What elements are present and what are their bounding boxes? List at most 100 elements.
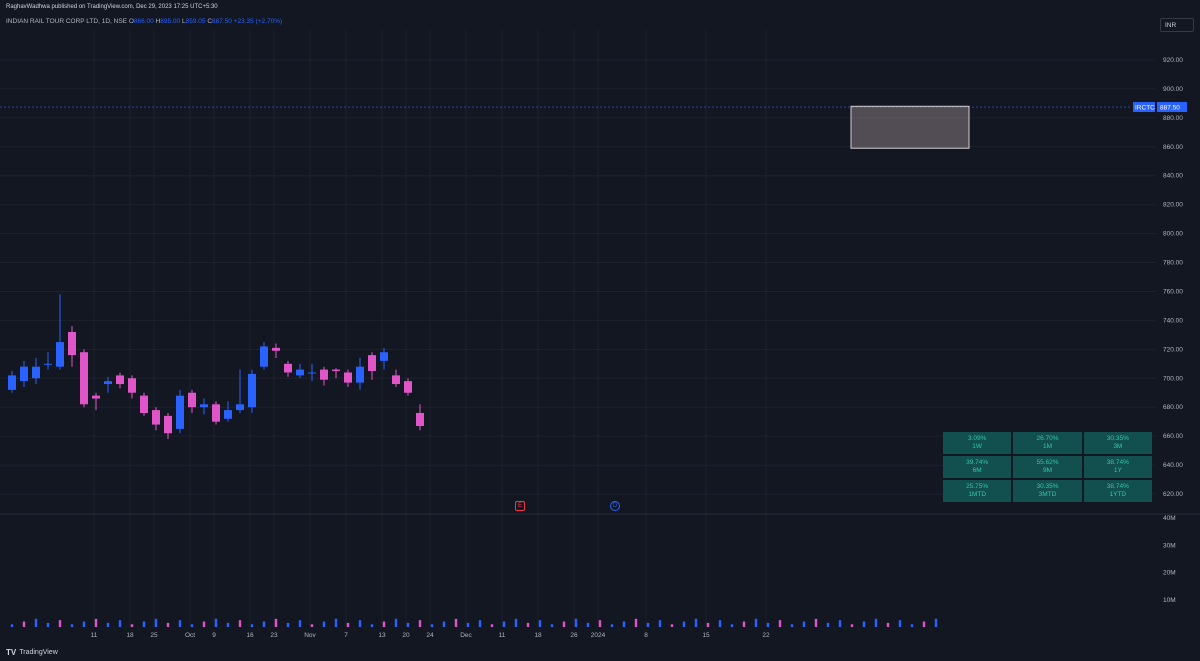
- volume-bar: [262, 621, 266, 627]
- earnings-badge[interactable]: E: [515, 501, 525, 511]
- volume-bar: [34, 618, 38, 627]
- volume-bar: [214, 618, 218, 627]
- candle-body: [116, 375, 124, 385]
- price-tick-label: 640.00: [1163, 462, 1183, 469]
- volume-bar: [814, 618, 818, 627]
- volume-bar: [730, 624, 734, 627]
- volume-bar: [742, 621, 746, 627]
- candle-body: [104, 381, 112, 385]
- candle-body: [296, 369, 304, 376]
- volume-bar: [898, 620, 902, 627]
- volume-bar: [226, 622, 230, 627]
- time-tick-label: 11: [499, 632, 506, 639]
- volume-bar: [70, 624, 74, 627]
- volume-bar: [826, 622, 830, 627]
- perf-period: 3M: [1113, 443, 1123, 450]
- price-tick-label: 620.00: [1163, 491, 1183, 498]
- volume-bar: [346, 622, 350, 627]
- time-tick-label: 16: [246, 632, 254, 639]
- ticker-label: IRCTC: [1135, 105, 1155, 112]
- price-tick-label: 920.00: [1163, 57, 1183, 64]
- symbol-ohlc-line: INDIAN RAIL TOUR CORP LTD, 1D, NSE O866.…: [6, 18, 282, 25]
- time-tick-label: 9: [212, 632, 216, 639]
- volume-bar: [646, 622, 650, 627]
- candle-body: [404, 381, 412, 393]
- volume-bar: [46, 622, 50, 627]
- price-tick-label: 660.00: [1163, 433, 1183, 440]
- close-label: C: [207, 18, 213, 25]
- price-tick-label: 800.00: [1163, 231, 1183, 238]
- volume-bar: [886, 622, 890, 627]
- price-tick-label: 720.00: [1163, 346, 1183, 353]
- price-tick-label: 700.00: [1163, 375, 1183, 382]
- perf-cell: 38.74% 1Y: [1083, 456, 1152, 478]
- volume-bar: [562, 621, 566, 627]
- last-price-label: 887.50: [1160, 105, 1180, 112]
- volume-bar: [658, 620, 662, 627]
- volume-bar: [478, 620, 482, 627]
- range-box: [850, 105, 970, 149]
- volume-bar: [910, 624, 914, 627]
- candle-body: [272, 347, 280, 351]
- volume-tick-label: 10M: [1163, 597, 1176, 604]
- perf-cell: 39.74% 6M: [943, 456, 1012, 478]
- volume-bar: [670, 624, 674, 627]
- candle-body: [212, 404, 220, 422]
- volume-bar: [358, 620, 362, 627]
- perf-cell: 3.09% 1W: [943, 432, 1012, 454]
- time-tick-label: 13: [378, 632, 386, 639]
- price-tick-label: 740.00: [1163, 317, 1183, 324]
- volume-bar: [934, 618, 938, 627]
- volume-bar: [202, 621, 206, 627]
- perf-value: 25.75%: [966, 483, 989, 490]
- perf-cell: 25.75% 1MTD: [943, 480, 1012, 502]
- time-tick-label: Dec: [460, 632, 472, 639]
- volume-bar: [514, 618, 518, 627]
- candle-body: [152, 410, 160, 425]
- volume-bar: [238, 620, 242, 627]
- candle-body: [56, 342, 64, 367]
- perf-cell: 55.62% 9M: [1013, 456, 1082, 478]
- perf-cell: 38.74% 1YTD: [1083, 480, 1152, 502]
- footer-brand[interactable]: TV TradingView: [6, 648, 58, 657]
- perf-value: 38.74%: [1106, 483, 1129, 490]
- dividend-badge[interactable]: D: [610, 501, 620, 511]
- volume-bar: [610, 624, 614, 627]
- volume-bar: [166, 622, 170, 627]
- time-tick-label: 20: [402, 632, 410, 639]
- price-tick-label: 860.00: [1163, 144, 1183, 151]
- price-tick-label: 780.00: [1163, 260, 1183, 267]
- time-tick-label: Nov: [304, 632, 316, 639]
- volume-bar: [802, 621, 806, 627]
- candle-body: [8, 375, 16, 390]
- volume-bar: [862, 621, 866, 627]
- volume-bar: [682, 621, 686, 627]
- candle-body: [224, 410, 232, 419]
- perf-value: 30.35%: [1106, 435, 1129, 442]
- perf-value: 39.74%: [966, 459, 989, 466]
- volume-bar: [154, 618, 158, 627]
- volume-bar: [598, 620, 602, 627]
- volume-series: [10, 618, 938, 627]
- perf-period: 1YTD: [1109, 491, 1127, 498]
- volume-bar: [430, 624, 434, 627]
- change-value: +23.35 (+2.70%): [233, 18, 283, 25]
- performance-table: 3.09% 1W 26.70% 1M 30.35% 3M 39.74% 6M 55.62…: [943, 432, 1152, 502]
- volume-bar: [574, 618, 578, 627]
- currency-button[interactable]: INR: [1160, 18, 1194, 32]
- candle-body: [80, 352, 88, 405]
- candle-body: [284, 363, 292, 373]
- time-tick-label: 23: [270, 632, 278, 639]
- publisher-line: RaghavWadhwa published on TradingView.co…: [6, 4, 218, 10]
- candle-body: [44, 363, 52, 365]
- axis-labels: 620.00 640.00 660.00 680.00 700.00 720.00 740.…: [91, 57, 1187, 639]
- candle-body: [260, 346, 268, 367]
- perf-period: 1Y: [1113, 467, 1122, 474]
- volume-bar: [130, 624, 134, 627]
- volume-bar: [118, 620, 122, 627]
- candlestick-series: [8, 105, 970, 440]
- volume-bar: [490, 624, 494, 627]
- volume-bar: [10, 624, 14, 627]
- candle-body: [392, 375, 400, 385]
